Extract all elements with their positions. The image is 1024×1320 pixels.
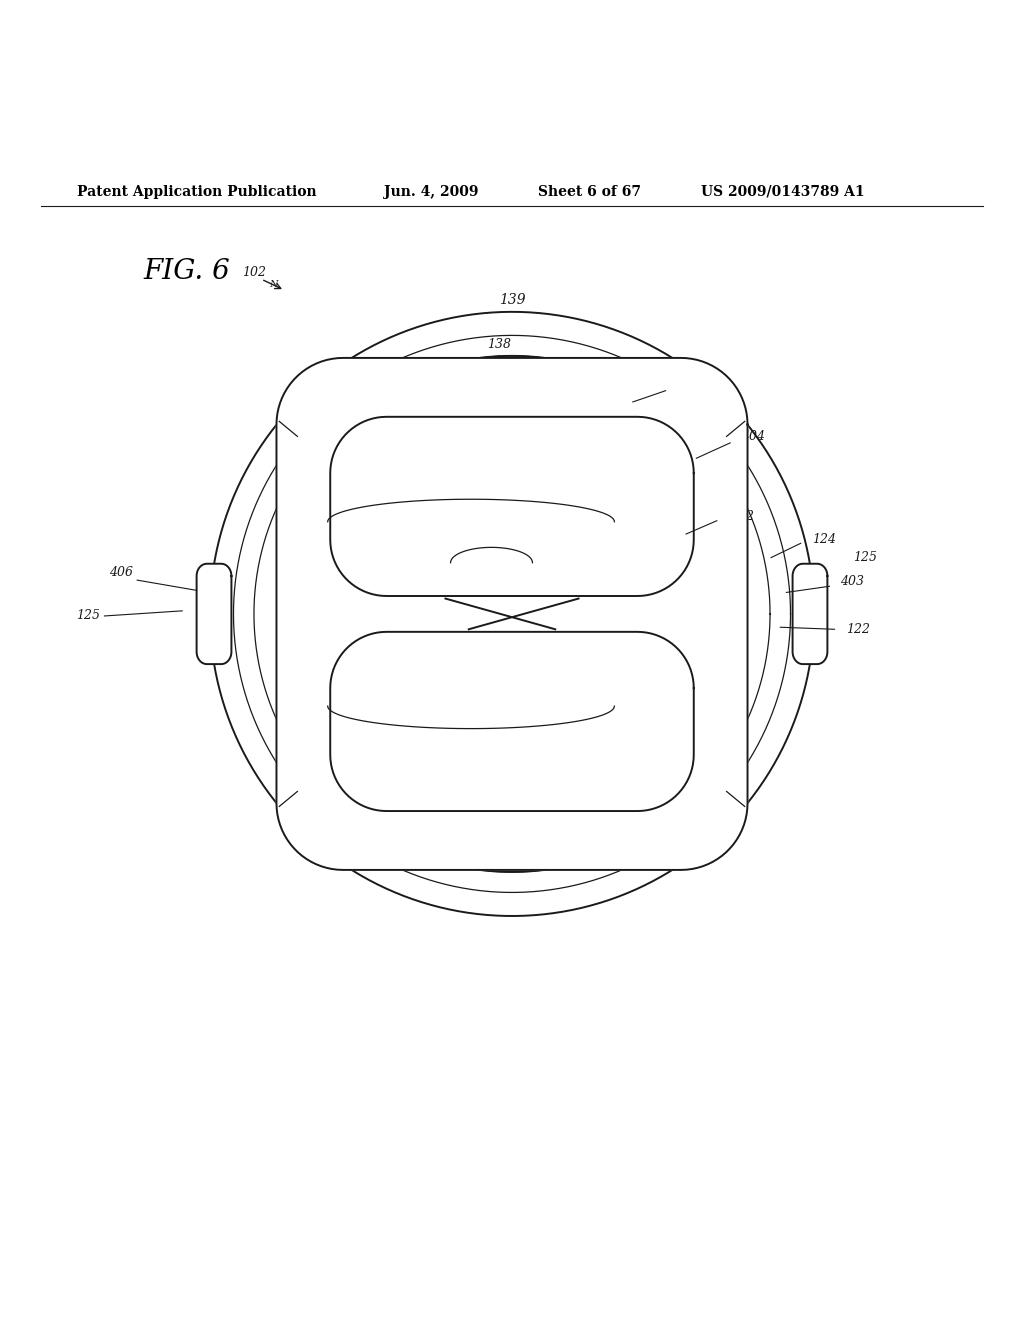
Text: 402: 402 xyxy=(730,510,755,523)
Text: 120: 120 xyxy=(676,379,700,392)
Text: 126b: 126b xyxy=(465,479,498,492)
Polygon shape xyxy=(276,358,748,870)
Text: Sheet 6 of 67: Sheet 6 of 67 xyxy=(538,185,641,199)
Text: 124: 124 xyxy=(812,533,837,545)
Text: 127b: 127b xyxy=(482,391,515,404)
Text: Patent Application Publication: Patent Application Publication xyxy=(77,185,316,199)
Text: N: N xyxy=(269,280,278,289)
Polygon shape xyxy=(793,564,827,664)
Text: US 2009/0143789 A1: US 2009/0143789 A1 xyxy=(701,185,865,199)
Text: 406: 406 xyxy=(110,566,133,579)
Text: 404: 404 xyxy=(740,430,765,444)
Text: 145: 145 xyxy=(559,524,584,536)
Text: 127a: 127a xyxy=(393,552,425,564)
Text: 127b: 127b xyxy=(494,643,526,656)
Text: 405: 405 xyxy=(525,548,550,561)
Text: 102: 102 xyxy=(242,267,266,280)
Text: 126a: 126a xyxy=(345,638,376,651)
Text: 138: 138 xyxy=(486,338,511,351)
Text: FIG. 6: FIG. 6 xyxy=(143,257,230,285)
Polygon shape xyxy=(330,632,694,810)
Polygon shape xyxy=(197,564,231,664)
Text: 122: 122 xyxy=(846,623,870,636)
Text: 126b: 126b xyxy=(421,482,454,495)
Polygon shape xyxy=(330,417,694,597)
Text: 403: 403 xyxy=(840,574,864,587)
Text: 139: 139 xyxy=(499,293,525,306)
Text: 125: 125 xyxy=(77,610,100,623)
Text: 1α: 1α xyxy=(564,576,579,585)
Text: Jun. 4, 2009: Jun. 4, 2009 xyxy=(384,185,478,199)
Text: 125: 125 xyxy=(853,552,878,564)
